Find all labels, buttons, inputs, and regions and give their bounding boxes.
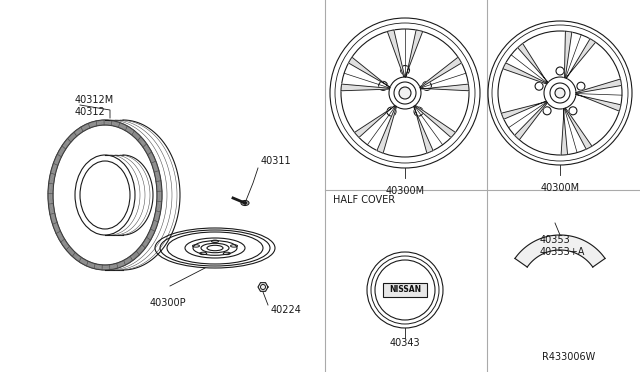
Polygon shape — [258, 283, 268, 291]
Text: 40311: 40311 — [261, 156, 292, 166]
Polygon shape — [576, 94, 621, 111]
Polygon shape — [501, 101, 547, 119]
Text: HALF COVER: HALF COVER — [333, 195, 395, 205]
Polygon shape — [349, 57, 390, 88]
Text: 40353: 40353 — [540, 235, 571, 245]
Polygon shape — [420, 57, 461, 88]
Polygon shape — [377, 106, 397, 153]
Polygon shape — [564, 108, 592, 149]
Circle shape — [399, 87, 411, 99]
Circle shape — [555, 88, 565, 98]
Text: 40343: 40343 — [390, 338, 420, 348]
Polygon shape — [503, 63, 547, 84]
Text: NISSAN: NISSAN — [389, 285, 421, 295]
Polygon shape — [341, 84, 390, 91]
Polygon shape — [564, 31, 572, 78]
FancyBboxPatch shape — [383, 283, 427, 297]
Polygon shape — [415, 105, 456, 138]
Text: 40224: 40224 — [271, 305, 302, 315]
Polygon shape — [355, 105, 396, 138]
Polygon shape — [420, 84, 469, 91]
Text: 40300P: 40300P — [150, 298, 187, 308]
Polygon shape — [561, 109, 568, 155]
Polygon shape — [387, 30, 404, 77]
Polygon shape — [566, 39, 596, 78]
Text: 40300M: 40300M — [540, 183, 580, 193]
Text: 40300M: 40300M — [385, 186, 424, 196]
Polygon shape — [405, 30, 422, 77]
Polygon shape — [515, 235, 605, 267]
Text: 40353+A: 40353+A — [540, 247, 586, 257]
Polygon shape — [515, 102, 547, 140]
Polygon shape — [576, 79, 621, 93]
Polygon shape — [413, 106, 433, 153]
Text: R433006W: R433006W — [541, 352, 595, 362]
Text: 40312M
40312: 40312M 40312 — [75, 95, 115, 118]
Polygon shape — [518, 44, 548, 83]
